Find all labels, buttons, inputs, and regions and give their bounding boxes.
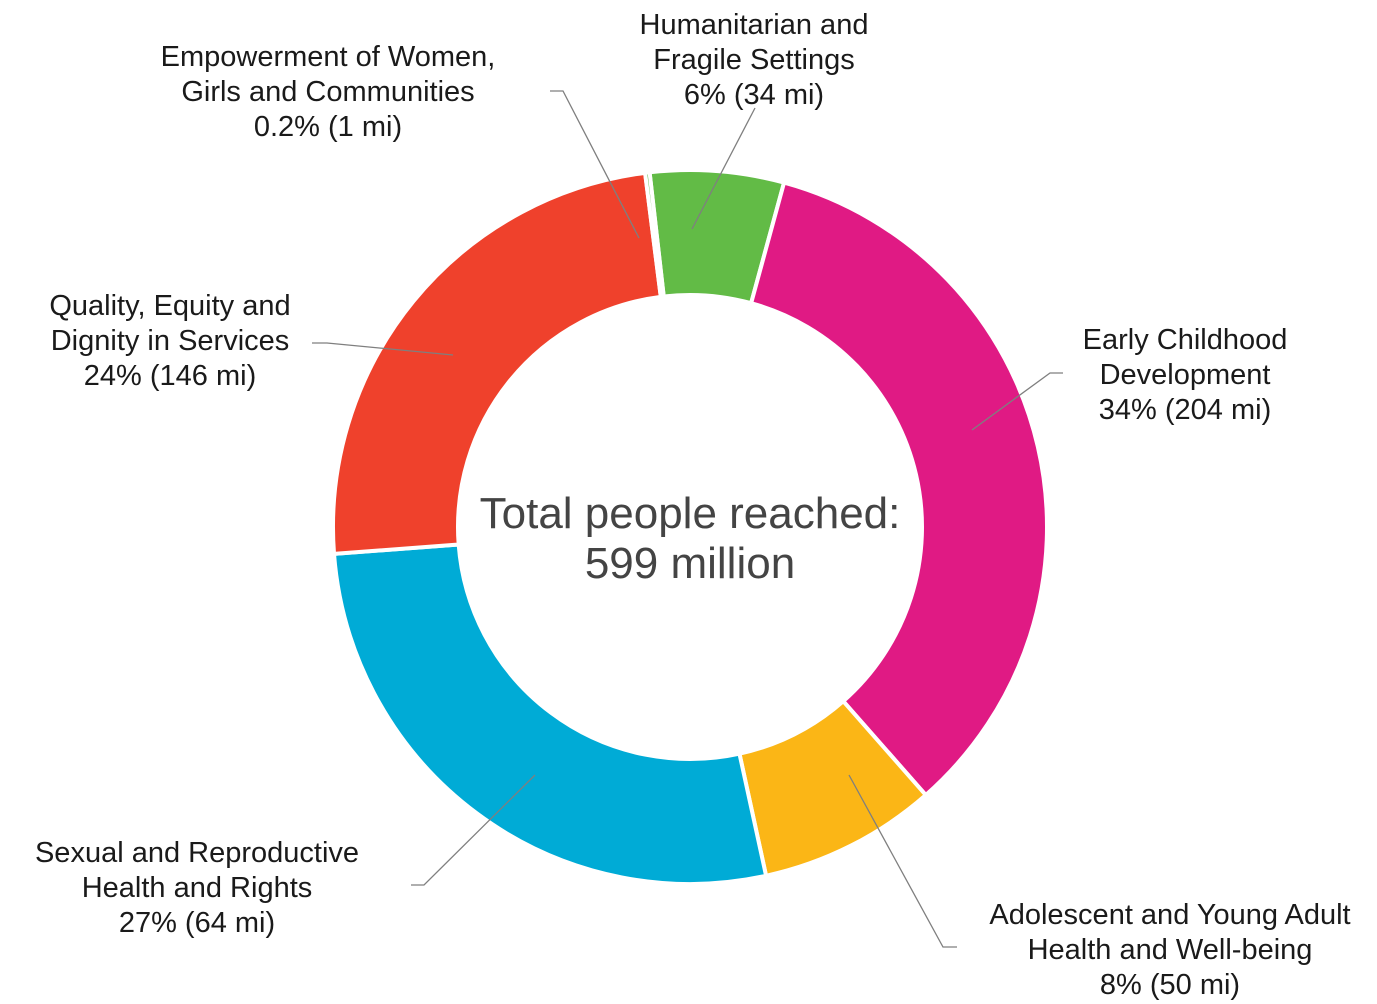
leader-line <box>971 372 1063 431</box>
slice-label: Sexual and Reproductive Health and Rights… <box>35 837 359 939</box>
slice-name-line: Fragile Settings <box>653 44 855 76</box>
slice-value-label: 34% (204 mi) <box>1099 394 1271 426</box>
slice-name-line: Early Childhood <box>1083 324 1288 356</box>
leader-line <box>691 107 756 230</box>
slice-value-label: 0.2% (1 mi) <box>254 111 402 143</box>
slice-labels: Humanitarian and Fragile Settings 6% (34 m… <box>35 9 1351 1001</box>
slice-name-line: Health and Well-being <box>1028 934 1313 966</box>
donut-slice <box>331 542 769 886</box>
leader-line <box>312 342 454 356</box>
slice-name-line: Dignity in Services <box>51 325 290 357</box>
leader-lines <box>312 90 1063 948</box>
slice-label: Humanitarian and Fragile Settings 6% (34 m… <box>640 9 869 111</box>
leader-line <box>411 774 536 886</box>
slice-name-line: Health and Rights <box>82 872 313 904</box>
slice-value-label: 27% (64 mi) <box>119 907 275 939</box>
slice-value-label: 8% (50 mi) <box>1100 969 1240 1001</box>
slice-name-line: Adolescent and Young Adult <box>989 899 1350 931</box>
donut-slice <box>748 180 1049 798</box>
donut-slice <box>642 170 666 300</box>
slice-label: Early Childhood Development 34% (204 mi) <box>1083 324 1288 426</box>
slice-name-line: Quality, Equity and <box>49 290 290 322</box>
donut-slices <box>331 168 1049 886</box>
slice-name-line: Sexual and Reproductive <box>35 837 359 869</box>
donut-slice <box>331 170 664 557</box>
slice-label: Empowerment of Women, Girls and Communiti… <box>161 41 496 143</box>
slice-name-line: Empowerment of Women, <box>161 41 496 73</box>
slice-label: Adolescent and Young Adult Health and Wel… <box>989 899 1350 1001</box>
slice-label: Quality, Equity and Dignity in Services 24… <box>49 290 290 392</box>
slice-value-label: 24% (146 mi) <box>84 360 256 392</box>
center-label-line2: 599 million <box>585 539 795 588</box>
slice-name-line: Development <box>1100 359 1271 391</box>
leader-line <box>848 774 957 948</box>
leader-line <box>550 90 640 239</box>
slice-name-line: Girls and Communities <box>181 76 474 108</box>
center-label-line1: Total people reached: <box>480 489 901 538</box>
slice-value-label: 6% (34 mi) <box>684 79 824 111</box>
slice-name-line: Humanitarian and <box>640 9 869 41</box>
